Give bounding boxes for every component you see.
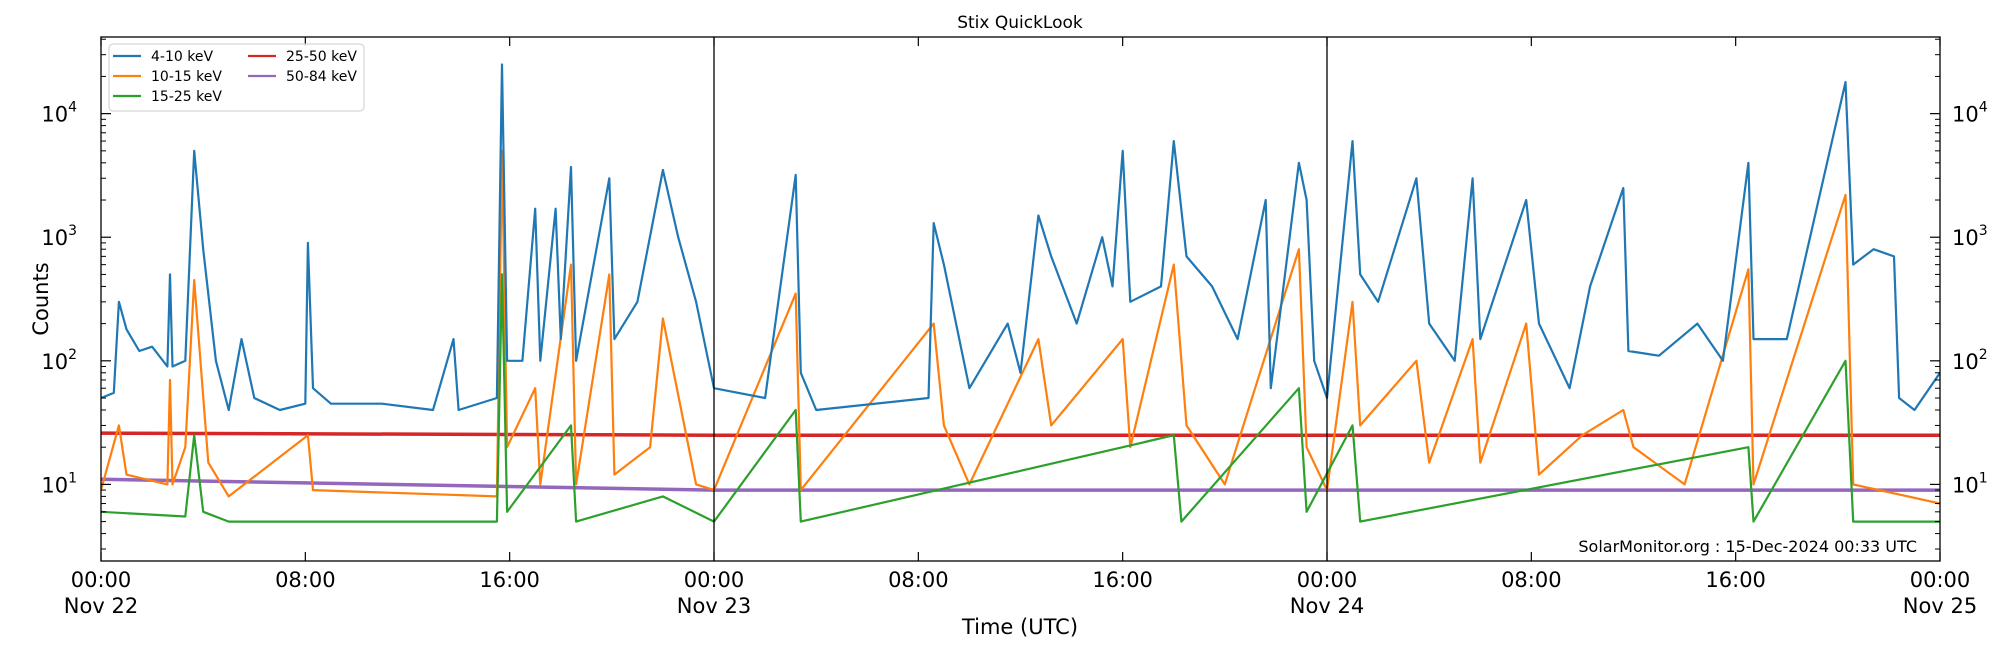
x-tick-label: 16:00 (1705, 568, 1766, 592)
legend-label: 25-50 keV (286, 49, 357, 65)
y-tick-label: 104 (41, 100, 77, 127)
y-tick-label-right: 103 (1952, 223, 1988, 250)
y-tick-label-right: 104 (1952, 100, 1988, 127)
series-layer (101, 63, 1940, 523)
legend-label: 10-15 keV (151, 69, 222, 85)
y-tick-label: 102 (41, 347, 77, 374)
chart-title: Stix QuickLook (957, 13, 1083, 33)
x-tick-label: 08:00 (275, 568, 336, 592)
legend: 4-10 keV 10-15 keV 15-25 keV 25-50 keV 50-84… (108, 43, 365, 112)
legend-item: 4-10 keV (113, 49, 213, 65)
x-tick-date-label: Nov 23 (677, 594, 751, 618)
series-line-25-50-keV (101, 431, 1940, 437)
legend-box (108, 43, 365, 112)
series-line-10-15-keV (101, 149, 1940, 505)
y-axis-label: Counts (29, 262, 53, 335)
series-line-50-84-keV (101, 477, 1940, 492)
series-line-4-10-keV (101, 63, 1940, 412)
legend-label: 50-84 keV (286, 69, 357, 85)
x-tick-date-label: Nov 24 (1290, 594, 1364, 618)
x-tick-label: 00:00 (1297, 568, 1358, 592)
series-line-15-25-keV (101, 273, 1940, 523)
y-tick-label-right: 101 (1952, 470, 1988, 497)
y-tick-label: 103 (41, 223, 77, 250)
x-tick-label: 00:00 (684, 568, 745, 592)
plot-frame (100, 36, 1941, 562)
legend-item: 15-25 keV (113, 89, 222, 105)
legend-label: 15-25 keV (151, 89, 222, 105)
x-tick-label: 00:00 (71, 568, 132, 592)
legend-item: 25-50 keV (248, 49, 357, 65)
x-tick-label: 16:00 (479, 568, 540, 592)
x-tick-label: 08:00 (1501, 568, 1562, 592)
x-tick-date-label: Nov 25 (1903, 594, 1977, 618)
legend-item: 50-84 keV (248, 69, 357, 85)
x-tick-label: 16:00 (1092, 568, 1153, 592)
x-tick-label: 00:00 (1910, 568, 1971, 592)
annotation: SolarMonitor.org : 15-Dec-2024 00:33 UTC (1578, 537, 1917, 556)
y-tick-label-right: 102 (1952, 347, 1988, 374)
x-tick-date-label: Nov 22 (64, 594, 138, 618)
y-tick-label: 101 (41, 470, 77, 497)
x-axis-label: Time (UTC) (961, 615, 1078, 639)
legend-label: 4-10 keV (151, 49, 213, 65)
x-tick-label: 08:00 (888, 568, 949, 592)
legend-item: 10-15 keV (113, 69, 222, 85)
